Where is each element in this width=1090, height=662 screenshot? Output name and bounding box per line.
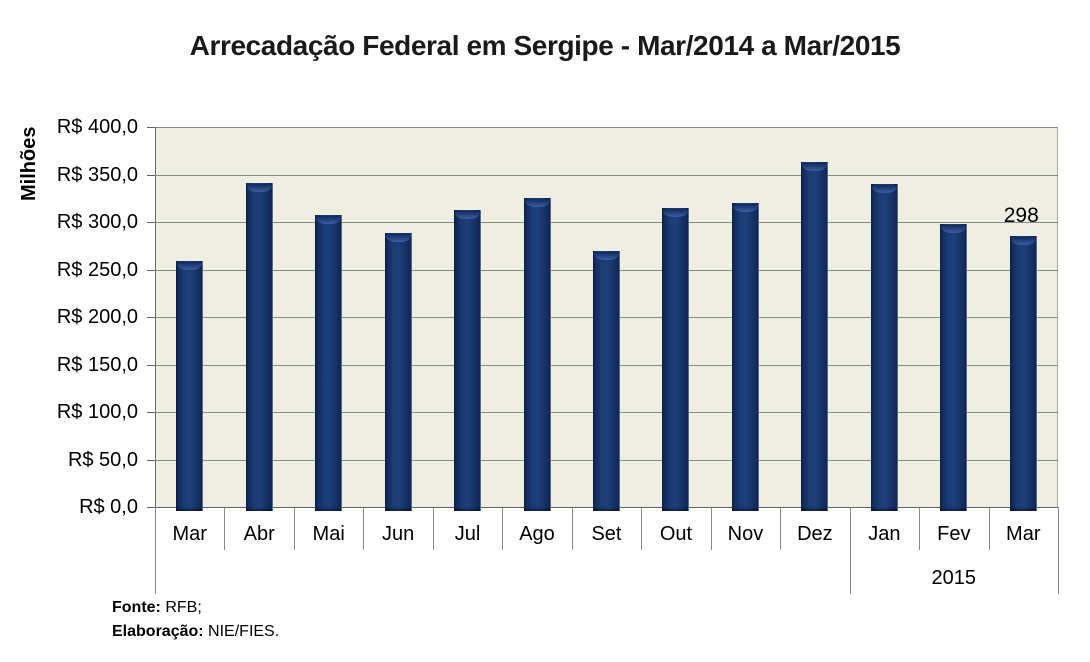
group-separator [155,507,156,594]
category-separator [363,508,365,550]
chart-title: Arrecadação Federal em Sergipe - Mar/201… [189,30,901,61]
y-tick-label: R$ 300,0 [56,211,138,233]
group-separator [849,507,851,594]
bar-jan-10 [870,184,898,511]
y-tick-label: R$ 400,0 [56,116,138,138]
y-axis-tick [147,507,155,508]
year-group-label: 2015 [931,567,977,589]
elaboration-value: NIE/FIES. [208,623,280,640]
y-tick-label: R$ 0,0 [79,496,138,518]
y-tick-label: R$ 150,0 [56,353,138,376]
category-separator [224,508,226,550]
y-axis-tick [147,459,155,461]
category-separator [502,508,504,550]
x-tick-label: Fev [937,523,971,545]
bar-jul-4 [454,209,482,511]
gridline [155,222,1058,223]
category-separator [641,508,643,550]
y-axis-tick [147,364,155,366]
y-tick-label: R$ 200,0 [56,306,138,328]
x-tick-label: Jun [381,523,415,545]
x-tick-label: Jul [454,523,481,545]
category-separator [919,508,921,550]
bar-abr-1 [245,183,273,511]
group-separator [1058,507,1059,594]
y-axis-tick [147,222,155,223]
bar-mai-2 [315,215,343,511]
bar-set-6 [593,250,620,511]
x-tick-label: Out [659,523,693,545]
x-tick-label: Mar [172,523,207,545]
category-separator [780,508,782,550]
x-tick-label: Mai [312,523,345,545]
category-separator [988,508,990,550]
y-tick-label: R$ 50,0 [67,448,138,471]
bar-nov-8 [731,203,759,511]
category-separator [571,508,573,550]
x-tick-label: Abr [243,523,275,545]
y-axis-tick [147,317,155,318]
elaboration-line: Elaboração: NIE/FIES. [112,620,279,644]
source-label: Fonte: [112,599,161,616]
category-separator [293,508,295,550]
y-axis-tick [147,412,155,413]
x-tick-label: Mar [1006,523,1041,545]
source-value: RFB; [165,599,202,616]
bar-mar-12 [1009,236,1037,511]
bar-jun-3 [384,233,412,511]
y-axis-tick [147,269,155,271]
x-tick-label: Ago [519,523,555,545]
bar-fev-11 [940,223,968,511]
x-tick-label: Set [591,523,622,545]
x-tick-label: Jan [868,523,901,545]
y-tick-label: R$ 250,0 [56,258,138,281]
y-axis-tick [147,127,155,128]
bar-dez-9 [801,162,829,511]
bar-mar-0 [176,260,204,511]
y-tick-label: R$ 350,0 [56,163,138,186]
bar-out-7 [662,207,690,511]
source-line: Fonte: RFB; [112,596,279,620]
gridline [155,174,1058,176]
x-tick-label: Nov [727,523,764,545]
elaboration-label: Elaboração: [112,623,204,640]
y-axis-tick [147,174,155,176]
data-point-label: 298 [1003,204,1039,228]
y-tick-label: R$ 100,0 [56,401,138,423]
category-separator [710,508,712,550]
x-tick-label: Dez [797,523,833,545]
bar-ago-5 [523,198,551,511]
category-separator [432,508,434,550]
chart-footer: Fonte: RFB; Elaboração: NIE/FIES. [112,596,279,644]
